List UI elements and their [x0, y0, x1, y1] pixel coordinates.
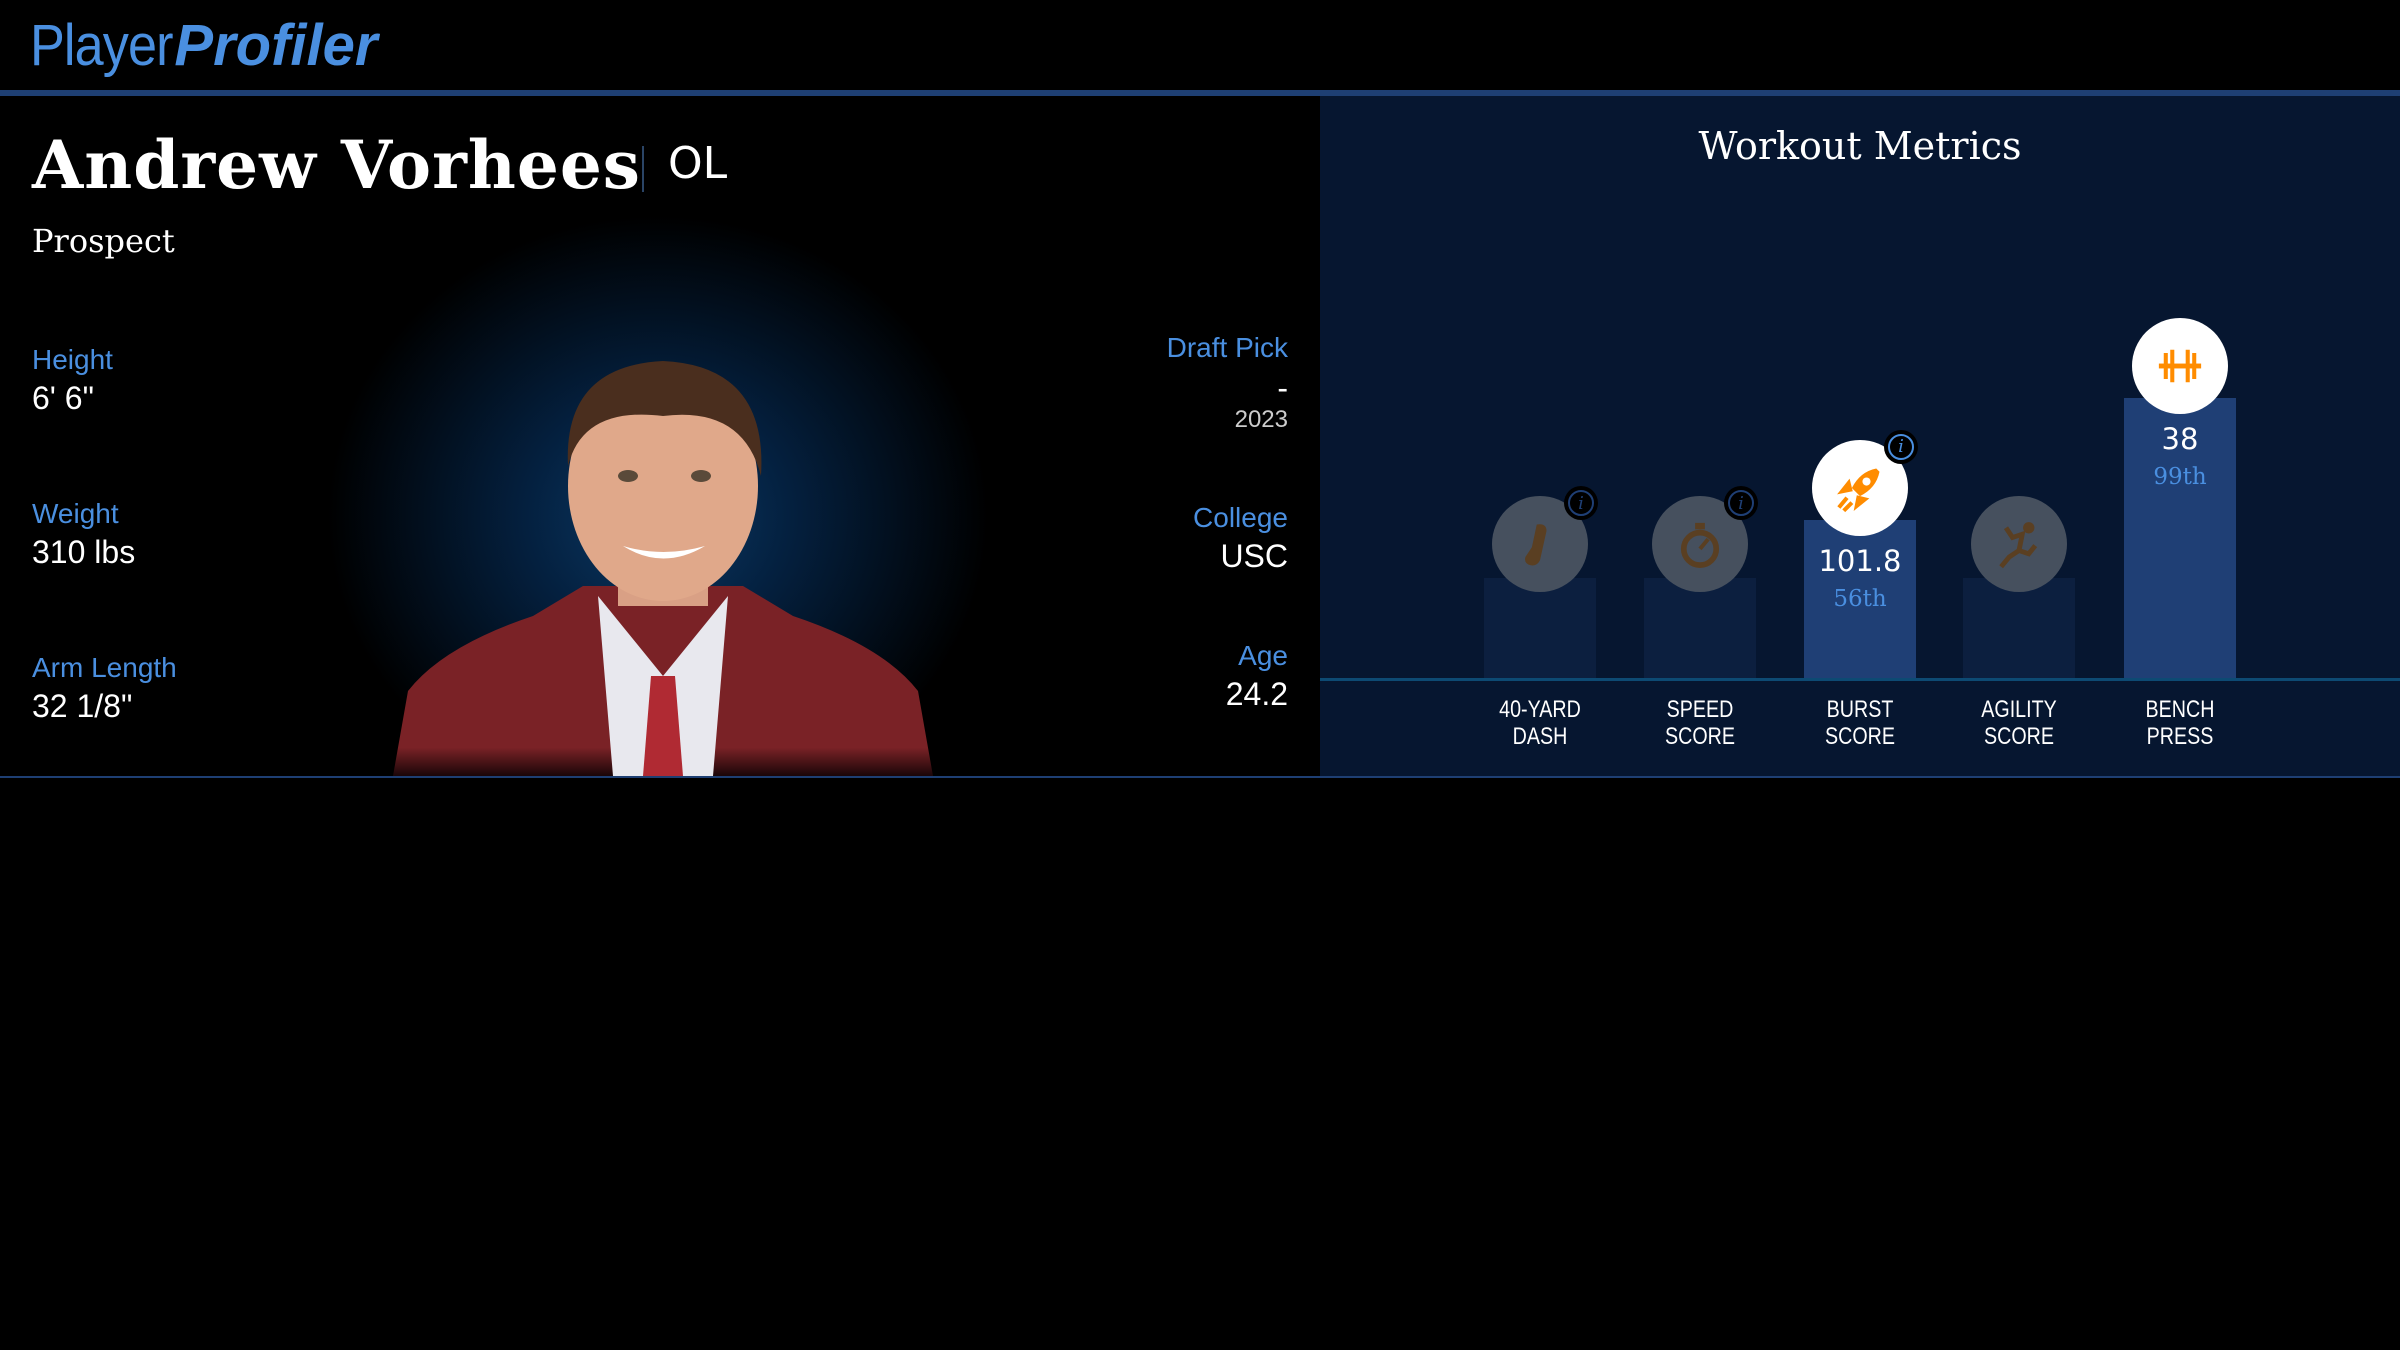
metric-bar — [1963, 578, 2075, 678]
info-icon[interactable]: i — [1564, 486, 1598, 520]
barbell-icon — [2158, 349, 2202, 383]
college-label: College — [1193, 502, 1288, 533]
metric-bar — [1804, 519, 1916, 678]
metric-bar — [2124, 398, 2236, 678]
metric-label: BENCH PRESS — [2114, 696, 2245, 750]
metric-label: 40-YARD DASH — [1474, 696, 1605, 750]
arm-length-label: Arm Length — [32, 652, 177, 683]
metric-percentile: 99th — [2153, 464, 2207, 490]
logo-text-profiler: Profiler — [174, 13, 378, 78]
runner-icon — [1999, 522, 2038, 569]
player-photo — [393, 361, 933, 776]
weight-label: Weight — [32, 498, 119, 529]
metric-label: AGILITY SCORE — [1953, 696, 2084, 750]
name-divider — [642, 146, 644, 192]
info-icon[interactable]: i — [1724, 486, 1758, 520]
stopwatch-metric-badge[interactable] — [1652, 496, 1748, 592]
metric-label: SPEED SCORE — [1634, 696, 1765, 750]
rocket-icon — [1837, 468, 1880, 512]
metric-label-line1: 40-YARD — [1499, 696, 1581, 723]
header-divider — [0, 90, 2400, 96]
player-position: OL — [668, 138, 728, 189]
draft-pick-value: - — [1277, 370, 1288, 406]
metric-label-line2: SCORE — [1983, 723, 2054, 750]
height-value: 6' 6" — [32, 380, 94, 416]
metric-label-line1: BURST — [1826, 696, 1894, 723]
metric-label-line1: AGILITY — [1981, 696, 2057, 723]
player-card: Andrew Vorhees OL Prospect Height 6' 6" … — [0, 96, 1320, 776]
metric-value: 101.8 — [1818, 543, 1902, 578]
workout-metrics-panel: Workout Metrics i 40-YARD DASH i SPEED SCORE i… — [1320, 96, 2400, 776]
header: PlayerProfiler — [0, 0, 2400, 90]
shoe-icon — [1525, 524, 1547, 566]
section-divider — [0, 776, 2400, 778]
metric-label: BURST SCORE — [1794, 696, 1925, 750]
info-icon[interactable]: i — [1884, 429, 1918, 464]
metric-label-line2: SCORE — [1664, 723, 1735, 750]
age-label: Age — [1238, 640, 1288, 671]
chart-baseline — [1320, 678, 2400, 681]
height-label: Height — [32, 344, 113, 375]
weight-value: 310 lbs — [32, 534, 136, 570]
runner-metric-badge[interactable] — [1971, 496, 2067, 592]
metric-label-line2: DASH — [1512, 723, 1568, 750]
player-status: Prospect — [32, 222, 175, 260]
metric-label-line2: PRESS — [2146, 723, 2214, 750]
draft-year: 2023 — [1234, 406, 1288, 433]
logo[interactable]: PlayerProfiler — [30, 12, 377, 79]
logo-text-player: Player — [30, 13, 173, 78]
draft-pick-label: Draft Pick — [1166, 332, 1288, 363]
metric-bar — [1484, 578, 1596, 678]
age-value: 24.2 — [1225, 676, 1288, 712]
metric-label-line1: SPEED — [1666, 696, 1734, 723]
metric-percentile: 56th — [1833, 585, 1887, 612]
metric-label-line1: BENCH — [2145, 696, 2215, 723]
stopwatch-icon — [1680, 522, 1720, 568]
arm-length-value: 32 1/8" — [32, 688, 133, 724]
college-value: USC — [1220, 538, 1288, 574]
workout-title: Workout Metrics — [1698, 124, 2022, 168]
metric-label-line2: SCORE — [1824, 723, 1895, 750]
barbell-metric-badge[interactable] — [2132, 318, 2228, 414]
metric-bar — [1644, 578, 1756, 678]
metric-value: 38 — [2161, 422, 2199, 456]
player-name: Andrew Vorhees — [32, 126, 641, 204]
